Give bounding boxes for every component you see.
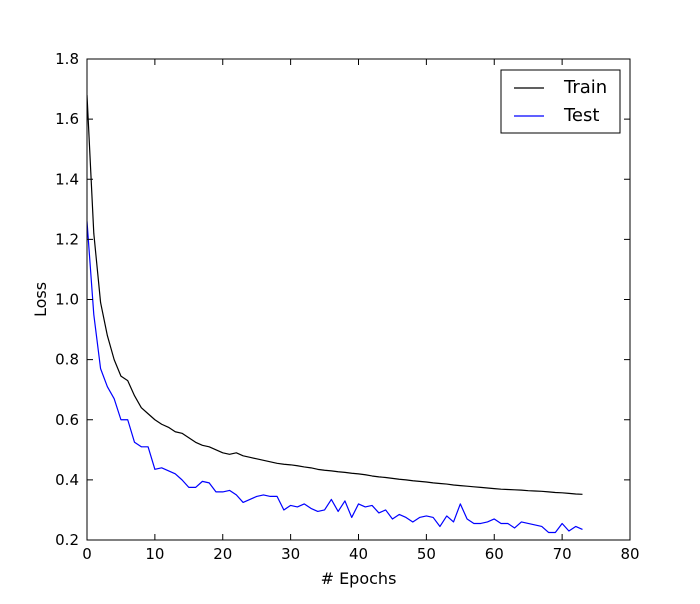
- x-axis-label: # Epochs: [321, 569, 397, 588]
- x-tick-label: 20: [213, 545, 232, 563]
- series-line-test: [87, 221, 583, 534]
- y-tick-label: 0.4: [55, 471, 79, 489]
- y-axis-label: Loss: [31, 282, 50, 317]
- y-tick-label: 1.0: [55, 291, 79, 309]
- legend: Train Test: [500, 69, 621, 134]
- x-tick-label: 40: [349, 545, 368, 563]
- x-tick-label: 10: [145, 545, 164, 563]
- y-tick-label: 0.2: [55, 531, 79, 549]
- y-tick-label: 0.6: [55, 411, 79, 429]
- x-tick-label: 60: [485, 545, 504, 563]
- y-tick-label: 1.8: [55, 50, 79, 68]
- x-tick-label: 70: [553, 545, 572, 563]
- x-tick-label: 0: [82, 545, 92, 563]
- x-tick-label: 30: [281, 545, 300, 563]
- y-tick-label: 1.4: [55, 170, 79, 188]
- x-tick-label: 50: [417, 545, 436, 563]
- series-layer: [87, 95, 583, 534]
- y-tick-label: 1.6: [55, 110, 79, 128]
- tick-layer: 0 10 20 30 40 50 60 70 80 0.2 0.4 0.6 0.8 1.0 1.2 1.4 1.…: [55, 50, 639, 563]
- legend-label-train: Train: [563, 77, 607, 98]
- y-tick-label: 0.8: [55, 351, 79, 369]
- series-line-train: [87, 95, 583, 495]
- y-tick-label: 1.2: [55, 230, 79, 248]
- legend-box: [500, 69, 621, 134]
- x-tick-label: 80: [620, 545, 639, 563]
- legend-label-test: Test: [563, 105, 599, 126]
